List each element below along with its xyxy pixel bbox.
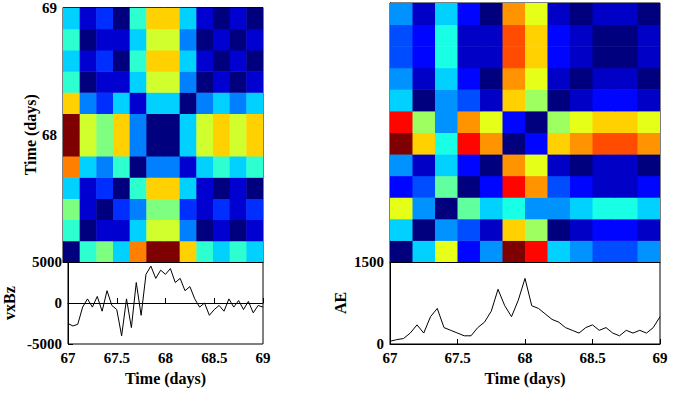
svg-text:69: 69 [256,350,271,366]
svg-text:Time (days): Time (days) [484,370,565,388]
svg-text:Time (days): Time (days) [22,94,40,175]
svg-text:67: 67 [61,350,77,366]
svg-text:68: 68 [518,350,533,366]
svg-text:67.5: 67.5 [104,350,130,366]
svg-text:0: 0 [376,336,384,352]
svg-text:1500: 1500 [354,254,384,270]
svg-text:-5000: -5000 [27,336,62,352]
svg-text:67.5: 67.5 [444,350,470,366]
svg-text:68.5: 68.5 [201,350,227,366]
svg-text:vxBz: vxBz [1,286,18,320]
svg-text:5000: 5000 [32,254,62,270]
svg-text:AE: AE [332,292,349,314]
svg-text:69: 69 [653,350,668,366]
svg-text:67: 67 [383,350,399,366]
svg-text:68: 68 [42,127,57,143]
svg-text:Time (days): Time (days) [125,370,206,388]
svg-text:68.5: 68.5 [579,350,605,366]
svg-text:68: 68 [158,350,173,366]
svg-text:69: 69 [42,0,57,16]
svg-text:0: 0 [55,295,63,311]
